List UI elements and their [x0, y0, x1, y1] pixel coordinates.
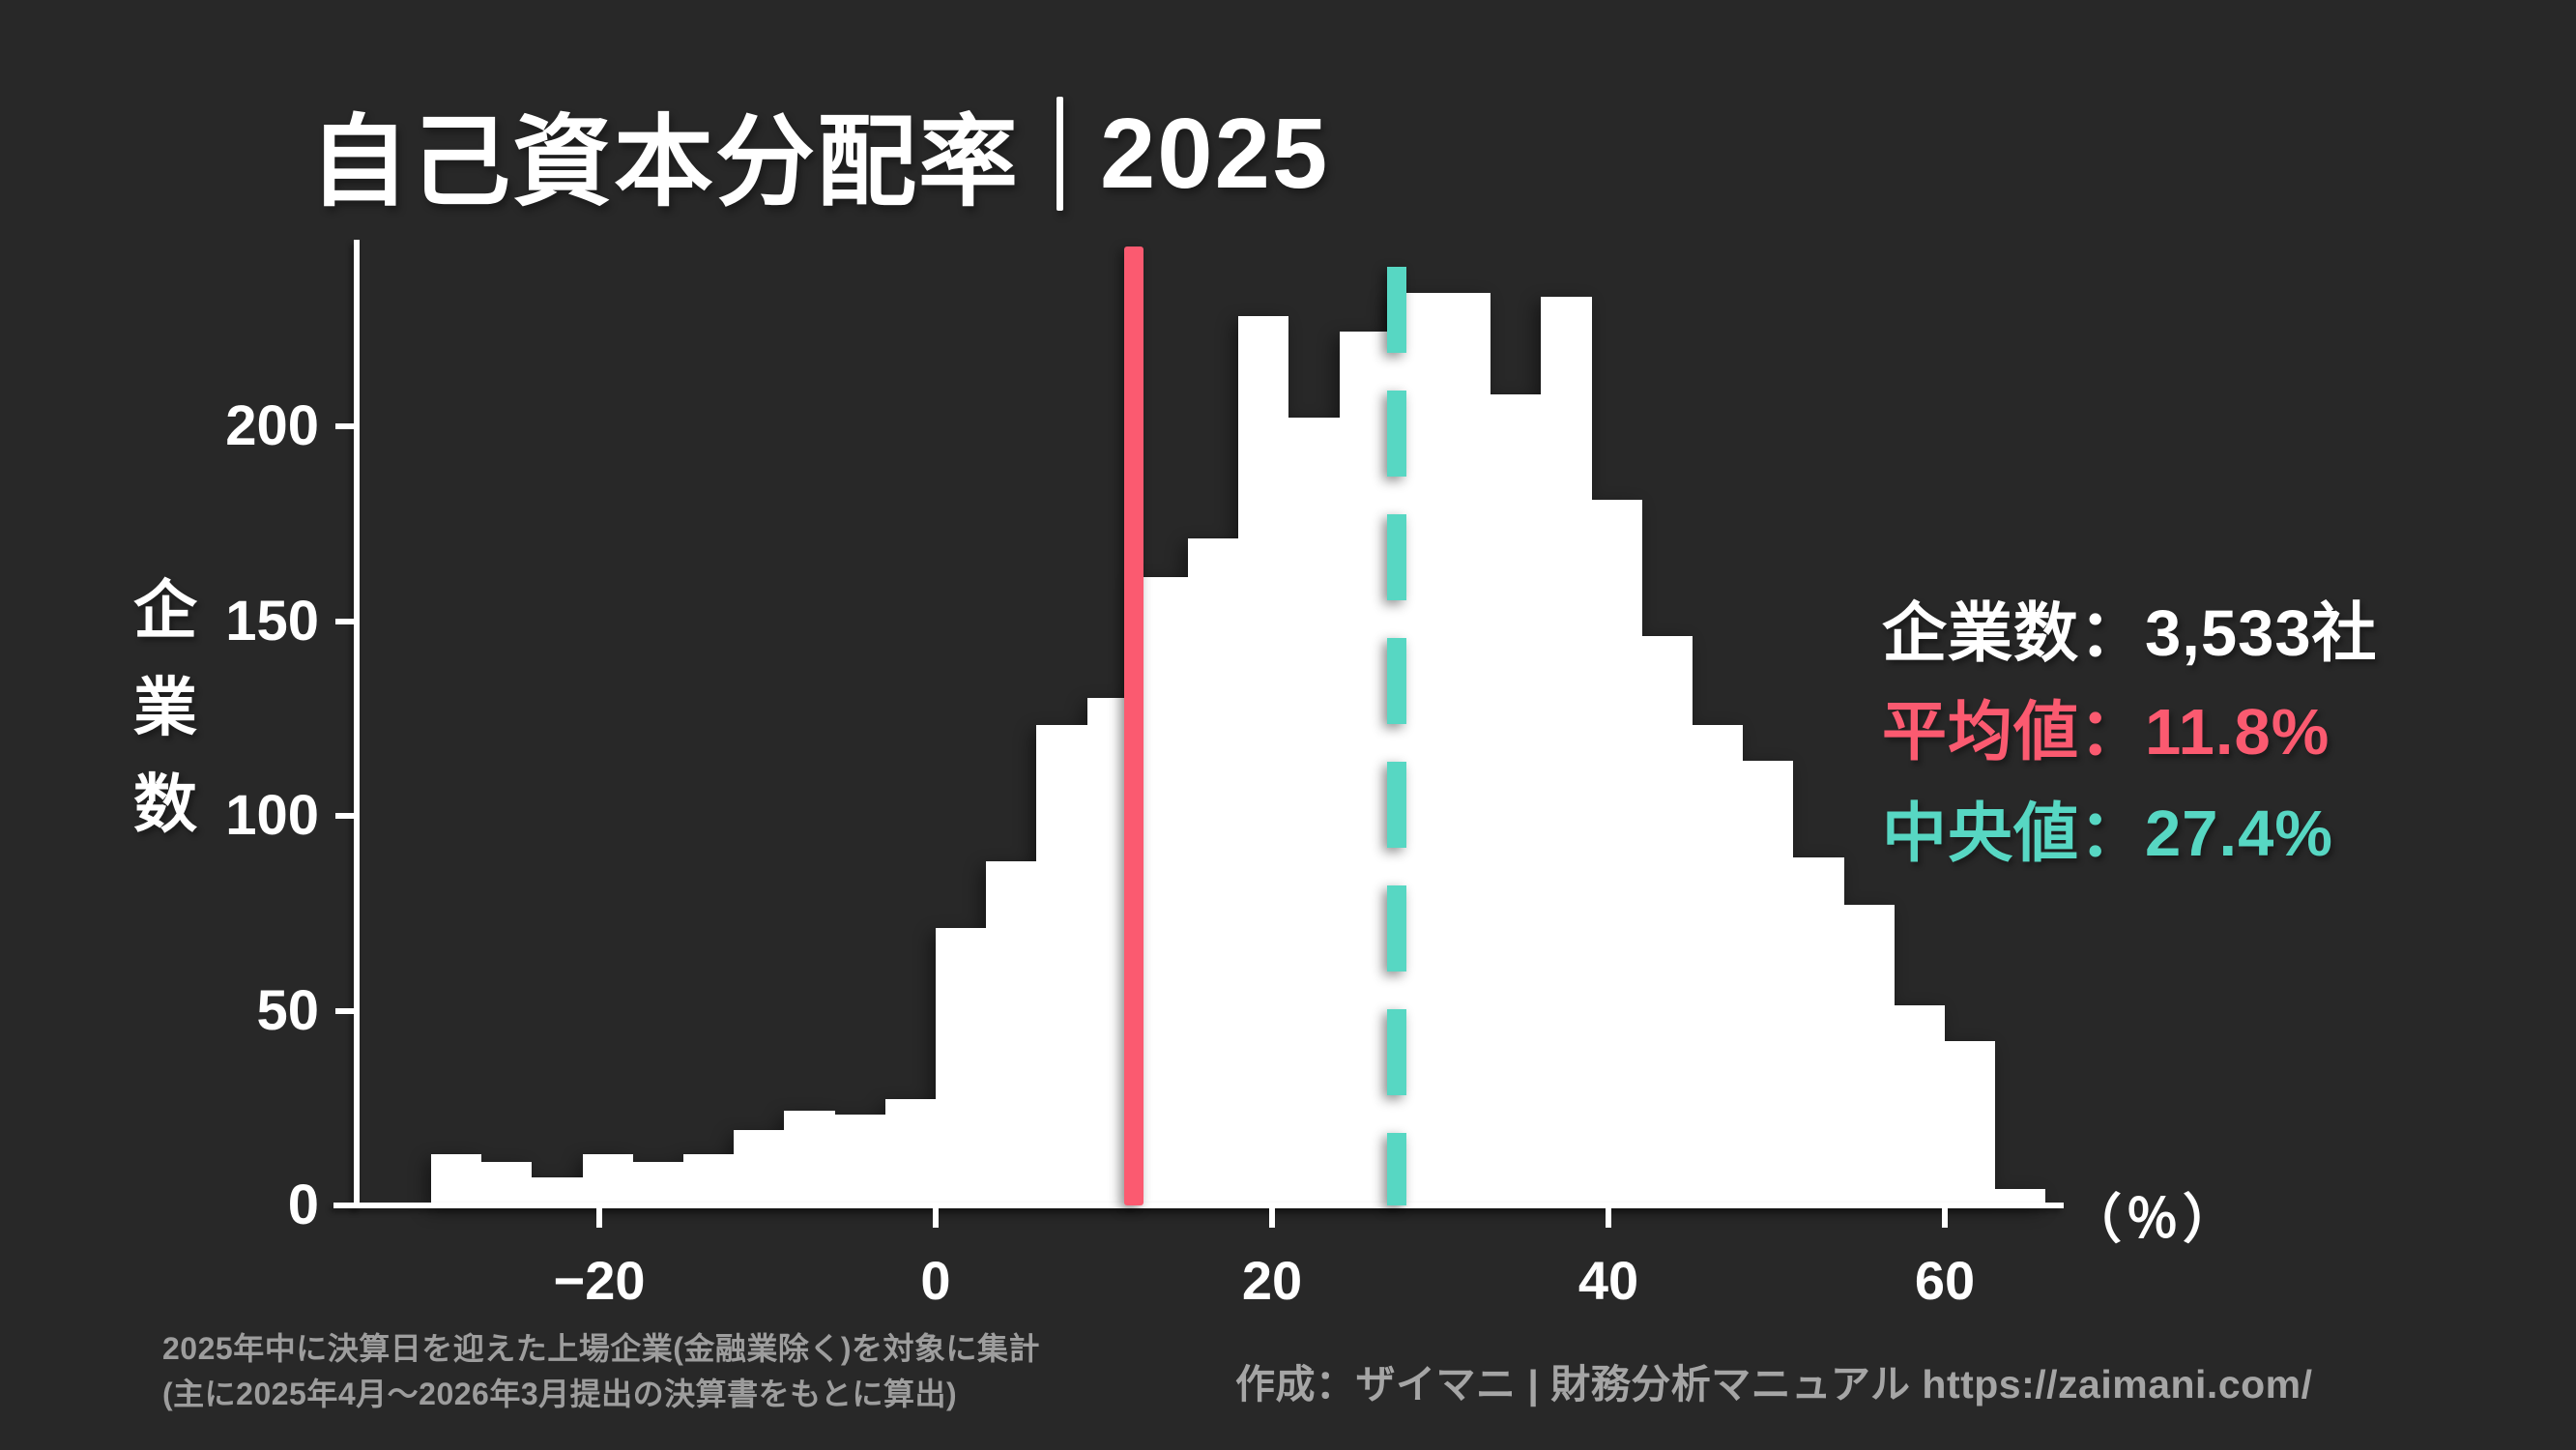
histogram-bar	[1238, 316, 1289, 1204]
histogram-bar	[986, 861, 1037, 1204]
x-tick-label: −20	[553, 1250, 646, 1311]
x-tick-label: 60	[1914, 1250, 1976, 1311]
y-tick-label: 0	[287, 1174, 319, 1236]
stat-separator: ：	[2079, 597, 2145, 670]
y-axis-title: 企業数	[125, 576, 196, 867]
x-tick-mark	[933, 1208, 939, 1228]
stat-value: 11.8%	[2145, 696, 2330, 768]
y-tick-label: 50	[256, 978, 319, 1042]
stat-row-mean: 平均値：11.8%	[1882, 680, 2330, 773]
y-tick-label: 100	[225, 784, 319, 847]
histogram-bar	[1793, 857, 1844, 1204]
y-tick-label: 150	[225, 589, 319, 652]
x-tick-mark	[1269, 1208, 1275, 1228]
y-tick-mark	[335, 618, 357, 624]
y-tick-mark	[335, 813, 357, 819]
x-tick-label: 0	[920, 1250, 951, 1311]
histogram-bar	[784, 1111, 835, 1204]
stat-row-company-count: 企業数：3,533社	[1882, 581, 2378, 675]
histogram-bar	[1491, 393, 1542, 1204]
y-tick-mark	[335, 1007, 357, 1014]
x-tick-mark	[1606, 1208, 1611, 1228]
stat-label: 平均値	[1882, 696, 2079, 768]
histogram-bar	[481, 1161, 533, 1204]
y-axis-line	[354, 240, 360, 1208]
stat-row-median: 中央値：27.4%	[1882, 781, 2333, 875]
title-separator	[1056, 96, 1063, 211]
histogram-bar	[1995, 1188, 2046, 1204]
histogram-bar	[1641, 635, 1693, 1204]
x-tick-label: 20	[1241, 1250, 1303, 1311]
y-tick-mark	[335, 423, 357, 429]
histogram-bar	[1843, 904, 1895, 1204]
page-title-year: 2025	[1100, 97, 1330, 209]
x-tick-mark	[1942, 1208, 1948, 1228]
histogram-bar	[1288, 417, 1340, 1204]
x-axis-unit-label: （％）	[2069, 1189, 2241, 1249]
credit-line: 作成：ザイマニ | 財務分析マニュアル https://zaimani.com/	[1235, 1362, 2313, 1406]
stat-label: 企業数	[1882, 597, 2079, 670]
stat-label: 中央値	[1882, 798, 2079, 870]
page-title: 自己資本分配率 2025	[309, 81, 1329, 225]
histogram-bar	[632, 1161, 683, 1204]
histogram-bar	[1541, 297, 1592, 1204]
stat-separator: ：	[2079, 696, 2145, 768]
histogram-bar	[532, 1176, 583, 1204]
footnote-line-2: (主に2025年4月～2026年3月提出の決算書をもとに算出)	[162, 1377, 958, 1411]
page-title-text: 自己資本分配率	[309, 106, 1020, 218]
footnote-line-1: 2025年中に決算日を迎えた上場企業(金融業除く)を対象に集計	[162, 1331, 1041, 1366]
histogram-bar	[1693, 725, 1744, 1204]
mean-vertical-line	[1124, 246, 1144, 1205]
stat-value: 27.4%	[2145, 798, 2333, 870]
histogram-bar	[834, 1115, 885, 1204]
median-vertical-line	[1386, 267, 1406, 1205]
histogram-bar	[1440, 292, 1491, 1204]
histogram-bar	[936, 927, 987, 1204]
histogram-bar	[1894, 1005, 1945, 1204]
histogram-bar	[1743, 760, 1794, 1204]
stat-separator: ：	[2079, 798, 2145, 870]
histogram-bar	[734, 1130, 785, 1204]
footnote-block: 2025年中に決算日を迎えた上場企業(金融業除く)を対象に集計 (主に2025年…	[162, 1326, 1040, 1417]
x-axis-line	[333, 1203, 2064, 1208]
histogram-bar	[1339, 332, 1390, 1204]
histogram-bar	[884, 1099, 936, 1204]
histogram-bar	[1036, 725, 1087, 1204]
histogram-bar	[1945, 1040, 1996, 1204]
y-tick-label: 200	[225, 394, 319, 457]
histogram-bar	[1591, 499, 1642, 1204]
histogram-bar	[582, 1153, 633, 1204]
stat-value: 3,533社	[2145, 597, 2378, 670]
histogram-bar	[1137, 577, 1188, 1204]
histogram-bar	[1188, 537, 1239, 1204]
x-tick-mark	[596, 1208, 602, 1228]
histogram-bar	[431, 1153, 482, 1204]
x-tick-label: 40	[1577, 1250, 1639, 1311]
histogram-bar	[683, 1153, 735, 1204]
y-tick-mark	[335, 1203, 357, 1208]
